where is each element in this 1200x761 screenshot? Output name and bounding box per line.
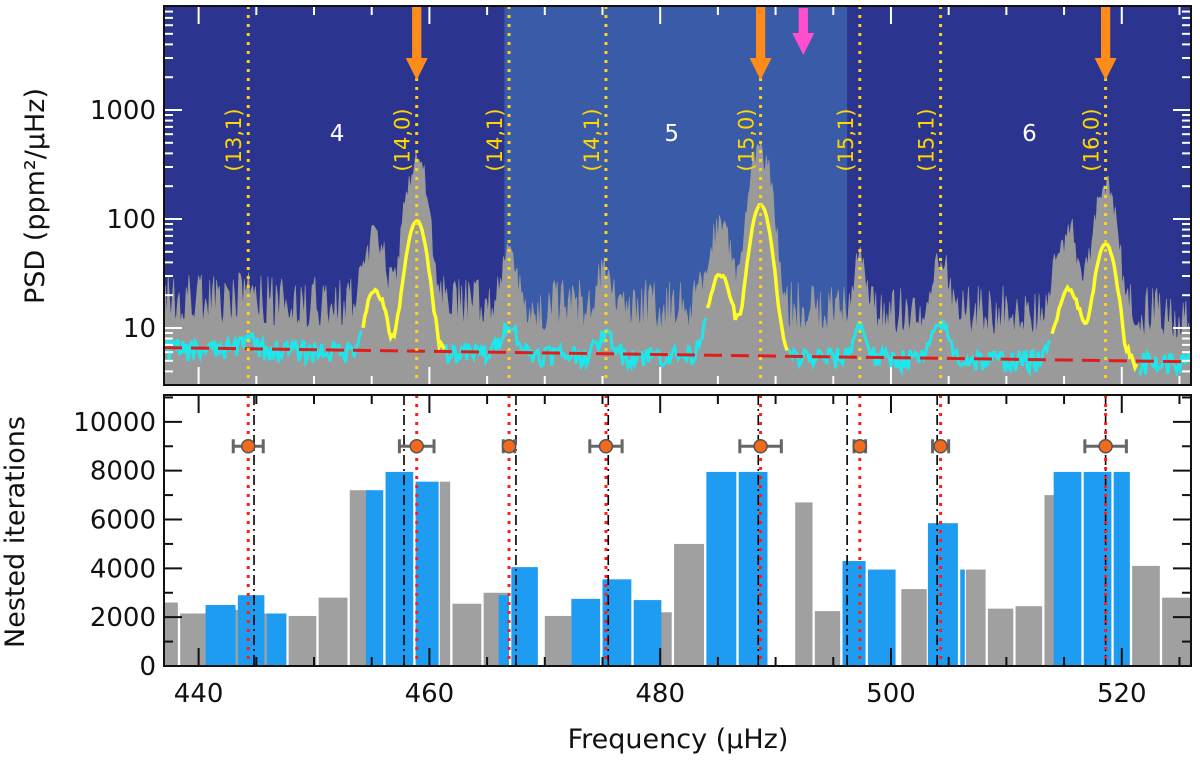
frequency-x-tick-label: 500 <box>866 679 916 709</box>
grey-bar <box>544 615 572 666</box>
iterations-y-tick-label: 6000 <box>90 506 156 536</box>
iterations-y-tick-label: 0 <box>139 652 156 682</box>
mode-label-4: (14,1) <box>580 108 604 171</box>
estimate-marker <box>409 439 424 454</box>
psd-y-tick-label: 100 <box>106 205 156 235</box>
psd-y-axis-label: PSD (ppm²/μHz) <box>20 88 51 304</box>
region-label-3: 6 <box>1022 121 1037 147</box>
blue-bar <box>385 471 414 666</box>
blue-bar <box>738 471 768 666</box>
mode-label-6: (15,1) <box>834 108 858 171</box>
background-fit-line <box>164 346 1191 364</box>
mode-label-7: (15,1) <box>915 108 939 171</box>
grey-bar <box>965 569 986 666</box>
psd-panel-frame <box>163 5 1192 386</box>
blue-bar <box>266 613 287 666</box>
frequency-x-axis-label: Frequency (μHz) <box>568 724 789 755</box>
grey-bar <box>180 613 206 666</box>
blue-bar <box>1113 471 1130 666</box>
blue-bar <box>927 523 958 666</box>
grey-bar <box>795 502 813 666</box>
grey-bar <box>901 589 927 666</box>
psd-y-tick-label: 10 <box>123 314 156 344</box>
mode-label-2: (14,0) <box>391 108 415 171</box>
blue-bar <box>365 490 384 666</box>
psd-y-tick-label: 1000 <box>90 96 156 126</box>
psd-fit-segment-2 <box>705 202 789 352</box>
blue-bar <box>1083 471 1112 666</box>
blue-bar <box>571 598 601 666</box>
blue-bar <box>706 471 737 666</box>
frequency-x-tick-label: 460 <box>405 679 455 709</box>
psd-panel: (13,1) (14,0) (14,1) (14,1) (15,0) (15,1) (15,… <box>20 5 1192 386</box>
mode-label-5: (15,0) <box>735 108 759 171</box>
blue-bar <box>960 569 965 666</box>
blue-bar <box>633 600 662 666</box>
grey-bar <box>439 481 451 666</box>
psd-fit-segment-1 <box>361 218 446 354</box>
estimate-marker <box>501 439 517 454</box>
blue-bar <box>415 481 439 666</box>
iterations-y-tick-label: 10000 <box>73 408 156 438</box>
blue-bar <box>1053 471 1082 666</box>
estimate-marker <box>852 439 868 454</box>
frequency-x-tick-label: 520 <box>1097 679 1147 709</box>
grey-bar <box>318 597 348 666</box>
iterations-y-axis-label: Nested iterations <box>0 416 31 648</box>
psd-smoothed-series <box>164 317 1191 378</box>
grey-bar <box>1162 597 1191 666</box>
blue-bar <box>842 561 866 666</box>
region-label-1: 4 <box>330 121 345 147</box>
grey-bar <box>1132 565 1160 666</box>
radial-mode-arrow-2 <box>749 7 772 80</box>
estimate-marker <box>598 439 614 454</box>
region-label-2: 5 <box>664 121 679 147</box>
grey-bar <box>674 543 705 666</box>
iterations-y-tick-label: 4000 <box>90 554 156 584</box>
mode-label-3: (14,1) <box>483 108 507 171</box>
radial-mode-arrow-3 <box>1094 7 1117 80</box>
mode-label-8: (16,0) <box>1080 108 1104 171</box>
radial-mode-arrow-1 <box>405 7 428 80</box>
estimate-marker <box>753 439 768 454</box>
mode-label-1: (13,1) <box>222 108 246 171</box>
grey-bar <box>452 603 482 666</box>
iterations-y-tick-label: 2000 <box>90 603 156 633</box>
frequency-x-tick-label: 440 <box>174 679 224 709</box>
blue-bar <box>237 595 265 666</box>
blue-bar <box>205 604 236 666</box>
iterations-y-tick-label: 8000 <box>90 457 156 487</box>
grey-bar <box>814 611 841 666</box>
frequency-x-tick-label: 480 <box>635 679 685 709</box>
iterations-panel: 0 2000 4000 6000 8000 10000 440 460 480 500 520 N… <box>0 394 1192 755</box>
grey-bar <box>288 615 317 666</box>
numax-arrow <box>792 8 815 55</box>
estimate-marker <box>1098 439 1113 454</box>
estimate-marker <box>933 439 948 454</box>
grey-bar <box>1015 606 1043 666</box>
estimate-marker <box>240 439 256 454</box>
grey-bar <box>164 602 178 666</box>
psd-raw-series <box>164 142 1191 385</box>
grey-bar <box>987 608 1014 666</box>
iterations-panel-frame <box>163 394 1192 667</box>
blue-bar <box>498 595 510 666</box>
psd-fit-segment-3 <box>1050 242 1139 373</box>
